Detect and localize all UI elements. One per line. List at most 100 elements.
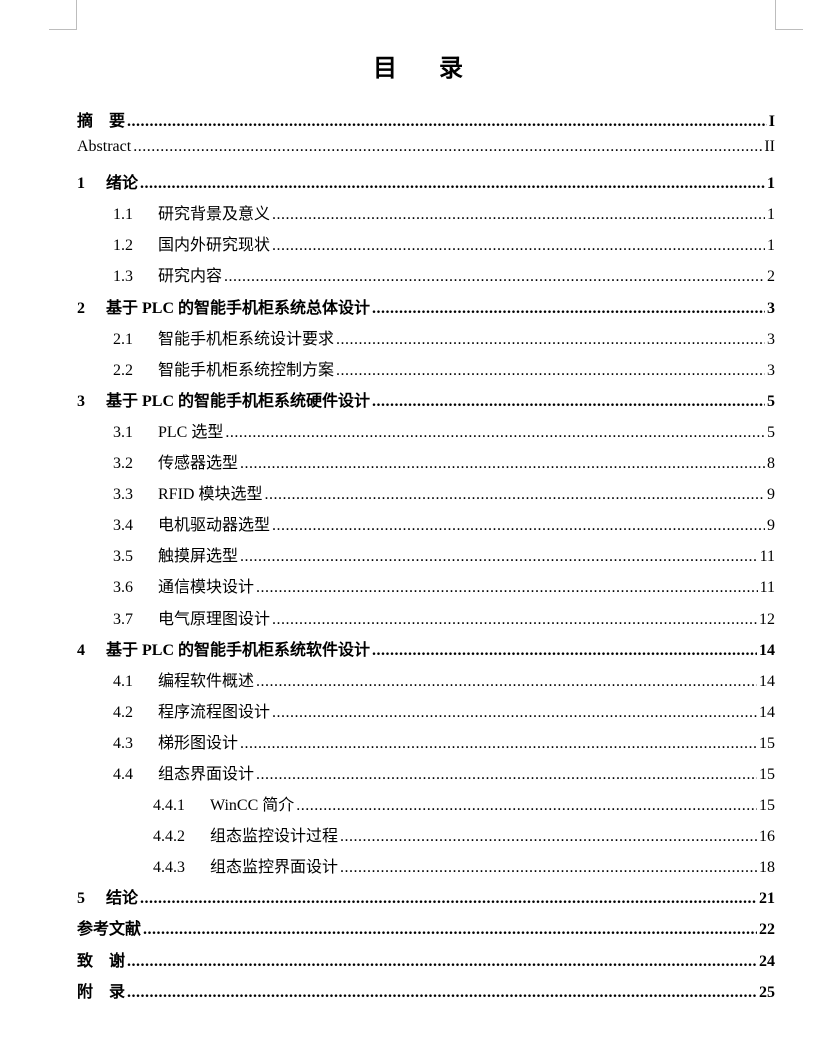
toc-entry[interactable]: 2 基于 PLC 的智能手机柜系统总体设计 3	[77, 294, 775, 325]
toc-entry[interactable]: 参考文献 22	[77, 915, 775, 946]
toc-entry-page: 5	[767, 423, 775, 441]
toc-dot-leader	[372, 393, 765, 411]
toc-dot-leader	[225, 424, 765, 442]
toc-entry[interactable]: 4.3 梯形图设计 15	[77, 729, 775, 760]
toc-dot-leader	[272, 704, 757, 722]
toc-entry-title: 编程软件概述	[158, 672, 255, 690]
toc-entry[interactable]: 3.2 传感器选型 8	[77, 449, 775, 480]
page-title: 目 录	[373, 56, 481, 82]
toc-entry-title: 组态界面设计	[158, 765, 255, 783]
toc-entry[interactable]: 致 谢 24	[77, 947, 775, 978]
toc-entry-page: 9	[767, 486, 775, 504]
toc-entry-page: 22	[759, 921, 775, 939]
toc-dot-leader	[143, 921, 757, 939]
toc-entry-number: 4.4	[113, 765, 133, 783]
toc-entry-page: I	[768, 113, 775, 130]
toc-dot-leader	[272, 206, 765, 224]
toc-entry-page: 15	[759, 734, 775, 752]
toc-entry-title: 附 录	[77, 983, 126, 1001]
toc-entry[interactable]: 1.3 研究内容 2	[77, 262, 775, 293]
toc-entry-title: 组态监控界面设计	[210, 859, 339, 877]
toc-entry-title: 绪论	[106, 175, 139, 193]
toc-entry[interactable]: 3.1 PLC 选型 5	[77, 418, 775, 449]
toc-entry-title: 传感器选型	[158, 455, 239, 473]
toc-entry-number: 4.1	[113, 672, 133, 690]
toc-entry[interactable]: 1 绪论 1	[77, 169, 775, 200]
toc-entry[interactable]: 4.4.3 组态监控界面设计 18	[77, 853, 775, 884]
toc-entry-page: 18	[759, 859, 775, 877]
toc-entry[interactable]: 4.4.1 WinCC 简介 15	[77, 791, 775, 822]
toc-entry-page: II	[764, 138, 775, 156]
toc-entry-number: 3.7	[113, 610, 133, 628]
toc-entry-title: 结论	[106, 890, 139, 908]
toc-dot-leader	[240, 455, 765, 473]
toc-entry-page: 3	[767, 330, 775, 348]
toc-entry-title: 组态监控设计过程	[210, 828, 339, 846]
toc-entry-title: 基于 PLC 的智能手机柜系统总体设计	[106, 299, 371, 317]
toc-entry-title: 摘 要	[77, 113, 126, 130]
toc-entry-page: 9	[767, 517, 775, 535]
toc-entry[interactable]: Abstract II	[77, 138, 775, 169]
toc-entry[interactable]: 2.2 智能手机柜系统控制方案 3	[77, 356, 775, 387]
toc-entry-number: 1.3	[113, 268, 133, 286]
toc-entry-title: 致 谢	[77, 952, 126, 970]
toc-dot-leader	[272, 517, 765, 535]
toc-entry[interactable]: 1.2 国内外研究现状 1	[77, 231, 775, 262]
toc-entry[interactable]: 2.1 智能手机柜系统设计要求 3	[77, 325, 775, 356]
toc-dot-leader	[256, 766, 757, 784]
toc-dot-leader	[240, 548, 758, 566]
toc-dot-leader	[133, 138, 762, 156]
toc-entry-title: 智能手机柜系统控制方案	[158, 361, 335, 379]
toc-dot-leader	[264, 486, 765, 504]
toc-entry-title: Abstract	[77, 138, 132, 156]
toc-dot-leader	[272, 237, 765, 255]
toc-entry[interactable]: 4.1 编程软件概述 14	[77, 667, 775, 698]
toc-entry[interactable]: 3.7 电气原理图设计 12	[77, 605, 775, 636]
toc-entry[interactable]: 5 结论 21	[77, 884, 775, 915]
toc-entry-title: WinCC 简介	[210, 797, 295, 815]
toc-dot-leader	[127, 984, 757, 1002]
toc-entry[interactable]: 3.6 通信模块设计 11	[77, 573, 775, 604]
toc-dot-leader	[336, 362, 765, 380]
toc-entry-number: 1.1	[113, 206, 133, 224]
toc-dot-leader	[127, 113, 767, 131]
toc-dot-leader	[372, 300, 765, 318]
toc-entry[interactable]: 4.2 程序流程图设计 14	[77, 698, 775, 729]
toc-dot-leader	[340, 828, 757, 846]
toc-entry-title: PLC 选型	[158, 423, 224, 441]
toc-entry-title: 程序流程图设计	[158, 703, 271, 721]
toc-entry-number: 4.3	[113, 734, 133, 752]
toc-dot-leader	[296, 797, 757, 815]
toc-entry-number: 3.5	[113, 548, 133, 566]
toc-entry-title: 国内外研究现状	[158, 237, 271, 255]
toc-entry-number: 3.3	[113, 486, 133, 504]
toc-entry-number: 4.4.3	[153, 859, 185, 877]
toc-entry[interactable]: 3.5 触摸屏选型 11	[77, 542, 775, 573]
toc-entry-page: 1	[767, 206, 775, 224]
toc-entry-number: 5	[77, 890, 85, 908]
toc-entry-page: 8	[767, 455, 775, 473]
toc-dot-leader	[336, 331, 765, 349]
toc-entry[interactable]: 4.4.2 组态监控设计过程 16	[77, 822, 775, 853]
toc-entry[interactable]: 4 基于 PLC 的智能手机柜系统软件设计 14	[77, 636, 775, 667]
page-corner-mark-right	[775, 0, 803, 30]
toc-entry[interactable]: 4.4 组态界面设计 15	[77, 760, 775, 791]
toc-entry-page: 11	[759, 579, 775, 597]
toc-entry-page: 14	[759, 703, 775, 721]
toc-entry[interactable]: 1.1 研究背景及意义 1	[77, 200, 775, 231]
toc-entry-page: 1	[767, 175, 775, 193]
toc-dot-leader	[372, 642, 757, 660]
toc-entry-page: 5	[767, 392, 775, 410]
toc-entry[interactable]: 附 录 25	[77, 978, 775, 1009]
toc-entry-title: 基于 PLC 的智能手机柜系统软件设计	[106, 641, 371, 659]
page-corner-mark-left	[49, 0, 77, 30]
toc-entry[interactable]: 3.3 RFID 模块选型 9	[77, 480, 775, 511]
toc-entry-number: 4	[77, 641, 85, 659]
toc-entry-page: 25	[759, 983, 775, 1001]
toc-entry[interactable]: 摘 要I	[77, 107, 775, 138]
toc-entry[interactable]: 3 基于 PLC 的智能手机柜系统硬件设计 5	[77, 387, 775, 418]
toc-entry-page: 3	[767, 361, 775, 379]
toc-entry-number: 4.2	[113, 703, 133, 721]
toc-entry[interactable]: 3.4 电机驱动器选型 9	[77, 511, 775, 542]
toc-entry-number: 4.4.2	[153, 828, 185, 846]
